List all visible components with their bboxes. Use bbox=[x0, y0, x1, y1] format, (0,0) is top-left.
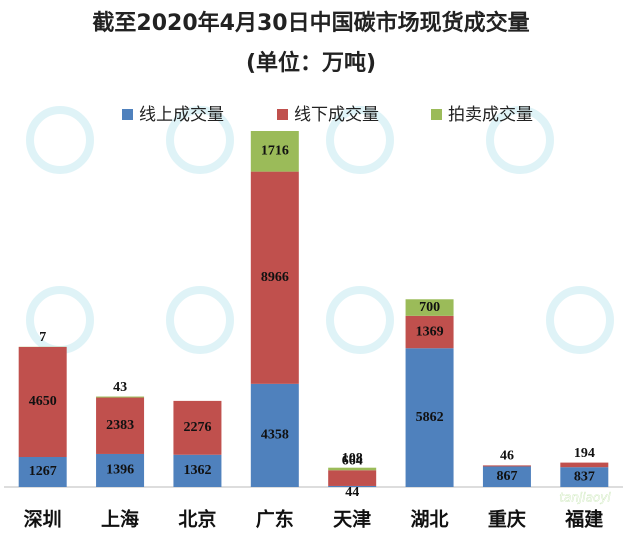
value-label: 2276 bbox=[183, 420, 211, 435]
value-label: 4650 bbox=[29, 394, 57, 409]
value-label: 700 bbox=[419, 300, 440, 315]
value-label: 664 bbox=[342, 453, 363, 468]
watermark-decor bbox=[26, 106, 614, 354]
bar-segment bbox=[328, 467, 377, 471]
legend-swatch bbox=[122, 109, 133, 120]
bar-segment bbox=[96, 397, 145, 454]
bar-segment bbox=[482, 465, 531, 467]
value-label: 108 bbox=[342, 451, 363, 466]
legend-label: 线下成交量 bbox=[294, 105, 379, 125]
watermark: tanjiaoyi bbox=[559, 491, 611, 505]
bar-segment bbox=[482, 466, 531, 487]
bar-segment bbox=[560, 467, 609, 487]
bar-segment bbox=[96, 396, 145, 398]
value-label: 1369 bbox=[416, 324, 444, 339]
chart-title: 截至2020年4月30日中国碳市场现货成交量 bbox=[92, 10, 529, 36]
value-label: 2383 bbox=[106, 418, 134, 433]
x-tick-label: 湖北 bbox=[411, 509, 449, 531]
value-label: 1716 bbox=[261, 144, 289, 159]
bar-segment bbox=[560, 462, 609, 468]
x-tick-label: 北京 bbox=[178, 508, 216, 531]
value-label: 1396 bbox=[106, 463, 134, 478]
bar-segment bbox=[173, 454, 222, 487]
bar-segment bbox=[18, 346, 67, 458]
value-label: 7 bbox=[39, 330, 46, 345]
value-label: 5862 bbox=[416, 410, 444, 425]
value-label: 4358 bbox=[261, 428, 289, 443]
value-label: 43 bbox=[113, 380, 127, 395]
x-tick-label: 上海 bbox=[101, 508, 139, 531]
legend-swatch bbox=[431, 109, 442, 120]
legend-label: 线上成交量 bbox=[139, 105, 224, 125]
chart-subtitle: (单位：万吨) bbox=[246, 50, 376, 76]
bar-segment bbox=[405, 315, 454, 349]
bar-segment bbox=[18, 457, 67, 487]
value-label: 1362 bbox=[183, 463, 211, 478]
bar-segment bbox=[405, 348, 454, 487]
bar-segment bbox=[328, 470, 377, 486]
bar-segment bbox=[250, 131, 299, 172]
x-tick-label: 天津 bbox=[333, 508, 371, 531]
x-tick-label: 深圳 bbox=[24, 508, 62, 531]
bar-segment bbox=[328, 485, 377, 487]
bar-segment bbox=[96, 453, 145, 487]
bar-segment bbox=[173, 400, 222, 455]
x-tick-label: 广东 bbox=[256, 508, 294, 531]
value-label: 837 bbox=[574, 469, 595, 484]
x-tick-label: 重庆 bbox=[488, 508, 526, 531]
legend-label: 拍卖成交量 bbox=[448, 105, 533, 125]
x-tick-label: 福建 bbox=[564, 508, 603, 531]
legend-swatch bbox=[277, 109, 288, 120]
value-label: 1267 bbox=[29, 464, 57, 479]
value-label: 44 bbox=[345, 485, 359, 500]
value-label: 46 bbox=[500, 449, 514, 464]
value-label: 8966 bbox=[261, 270, 289, 285]
value-label: 867 bbox=[496, 469, 517, 484]
bar-segment bbox=[405, 299, 454, 316]
bar-segment bbox=[250, 171, 299, 384]
value-label: 194 bbox=[574, 446, 595, 461]
bar-segment bbox=[250, 383, 299, 487]
